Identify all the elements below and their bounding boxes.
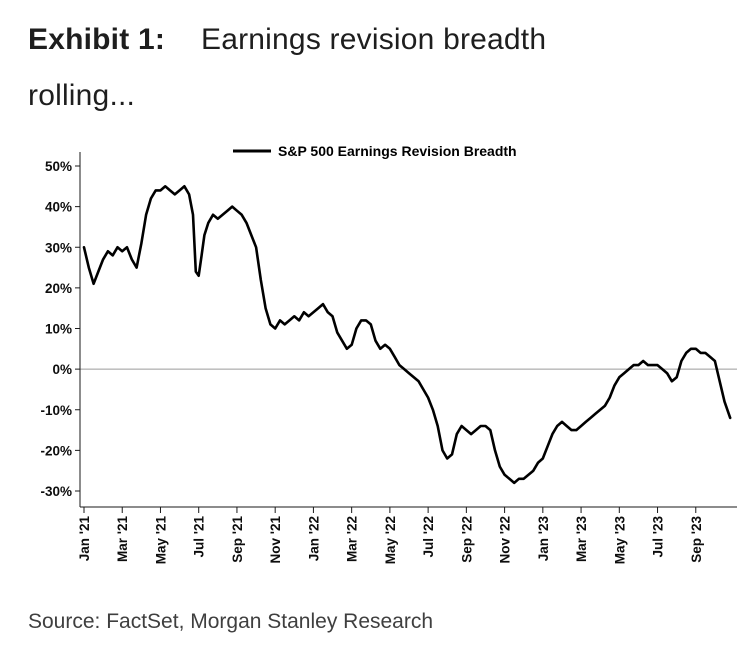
y-tick-label: 0% [52,362,72,377]
x-tick-label: Jul '21 [192,516,207,558]
x-tick-label: Mar '21 [115,516,130,562]
x-tick-label: May '23 [612,516,627,565]
y-tick-label: -10% [40,403,72,418]
x-tick-label: Jan '22 [306,516,321,561]
x-axis: Jan '21 Mar '21 May '21 Jul '21 Sep '21 Nov '… [77,506,737,565]
exhibit-title-line2: rolling... [28,79,136,112]
x-tick-label: Sep '21 [230,516,245,563]
y-tick-label: 20% [45,281,72,296]
exhibit-title-line1: Exhibit 1: Earnings revision breadth [28,12,740,68]
y-tick-label: 30% [45,240,72,255]
y-axis: 50% 40% 30% 20% 10% 0% -10% -20% -30% [40,152,81,507]
x-tick-label: Sep '23 [689,516,704,563]
x-tick-label: Mar '22 [345,516,360,562]
exhibit-label: Exhibit 1: [28,23,166,56]
x-tick-label: Jan '23 [536,516,551,562]
x-tick-label: Jan '21 [77,516,92,562]
exhibit-title-text: Earnings revision breadth [201,23,547,56]
x-tick-label: Sep '22 [459,516,474,563]
legend: S&P 500 Earnings Revision Breadth [233,143,517,159]
x-tick-label: Mar '23 [574,516,589,562]
series-line [82,185,732,485]
y-tick-label: 10% [45,322,72,337]
x-tick-label: Nov '22 [498,516,513,563]
x-tick-label: May '22 [383,516,398,564]
y-tick-label: -20% [40,443,72,458]
source-text: Source: FactSet, Morgan Stanley Research [28,610,434,633]
y-tick-label: 40% [45,200,72,215]
y-tick-label: -30% [40,484,72,499]
legend-label: S&P 500 Earnings Revision Breadth [278,143,517,159]
exhibit-title: Exhibit 1: Earnings revision breadth roll… [0,0,750,124]
x-tick-label: Jul '22 [421,516,436,557]
x-tick-label: Jul '23 [651,516,666,558]
x-tick-label: May '21 [153,516,168,565]
x-tick-label: Nov '21 [268,516,283,564]
line-chart-svg: 50% 40% 30% 20% 10% 0% -10% -20% -30% Jan '21 Mar … [40,143,737,565]
y-tick-label: 50% [45,159,72,174]
